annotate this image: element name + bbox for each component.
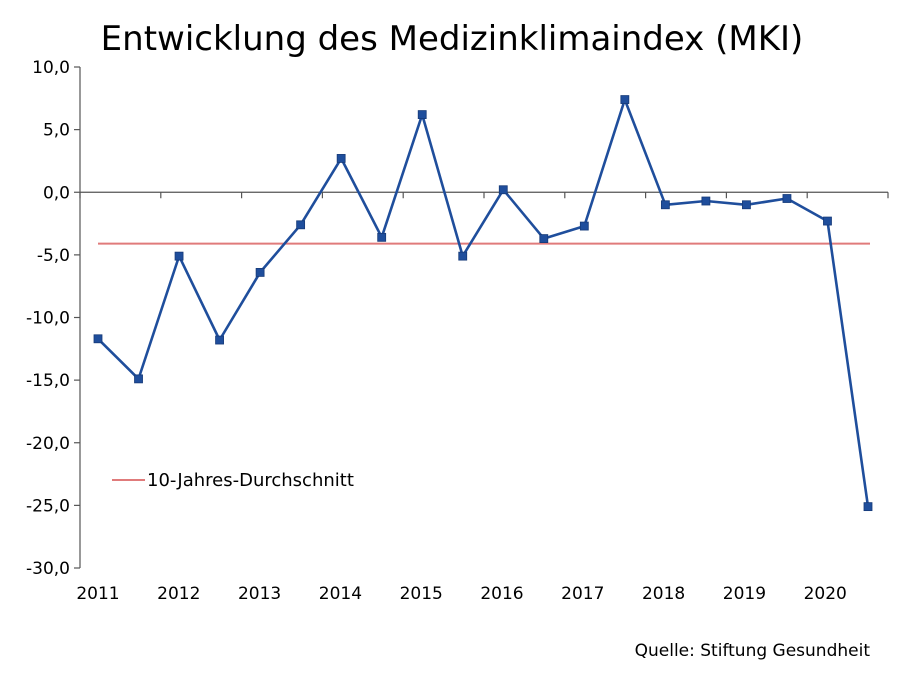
x-tick-label: 2017: [561, 584, 604, 604]
data-point: [296, 220, 306, 230]
y-tick-label: 10,0: [32, 58, 70, 78]
y-tick-label: -15,0: [26, 371, 70, 391]
legend-label-reference: 10-Jahres-Durchschnitt: [147, 470, 354, 491]
data-point: [579, 221, 589, 231]
y-tick-label: -30,0: [26, 559, 70, 579]
y-tick-label: -20,0: [26, 434, 70, 454]
x-tick-label: 2015: [400, 584, 443, 604]
x-tick-label: 2014: [319, 584, 362, 604]
data-point: [498, 185, 508, 195]
x-tick-label: 2020: [804, 584, 847, 604]
data-point: [215, 335, 224, 345]
x-tick-label: 2011: [76, 584, 119, 604]
data-point: [701, 196, 711, 206]
y-axis: 10,0 5,0 0,0 -5,0 -10,0 -15,0 -20,0 -25,0 -30,0: [26, 58, 81, 579]
y-tick-label: -5,0: [37, 246, 70, 266]
data-point: [620, 95, 630, 104]
data-point: [134, 374, 143, 384]
y-tick-label: -25,0: [26, 496, 70, 516]
data-point: [377, 232, 387, 242]
x-tick-label: 2013: [238, 584, 281, 604]
y-tick-label: 0,0: [43, 183, 70, 203]
chart-title: Entwicklung des Medizinklimaindex (MKI): [101, 19, 804, 59]
data-point: [823, 216, 832, 226]
data-point: [93, 334, 103, 344]
y-tick-label: 5,0: [43, 121, 70, 141]
series-line: [97, 98, 870, 507]
data-point: [458, 251, 468, 261]
y-tick-label: -10,0: [26, 309, 70, 329]
x-tick-label: 2012: [157, 584, 200, 604]
data-point: [782, 194, 792, 203]
x-tick-label: 2019: [723, 584, 766, 604]
data-point: [539, 234, 549, 243]
data-point: [336, 154, 346, 163]
data-point: [742, 200, 751, 210]
x-tick-label: 2016: [480, 584, 523, 604]
x-axis: 2011 2012 2013 2014 2015 2016 2017 2018 2019 2020: [76, 191, 889, 604]
source-note: Quelle: Stiftung Gesundheit: [635, 641, 871, 661]
data-point: [660, 200, 670, 210]
legend: 10-Jahres-Durchschnitt: [112, 470, 354, 491]
series-group: [93, 95, 873, 512]
data-point: [174, 251, 184, 261]
data-point: [863, 502, 873, 512]
data-point: [255, 268, 265, 277]
x-tick-label: 2018: [642, 584, 685, 604]
data-point: [417, 110, 427, 119]
